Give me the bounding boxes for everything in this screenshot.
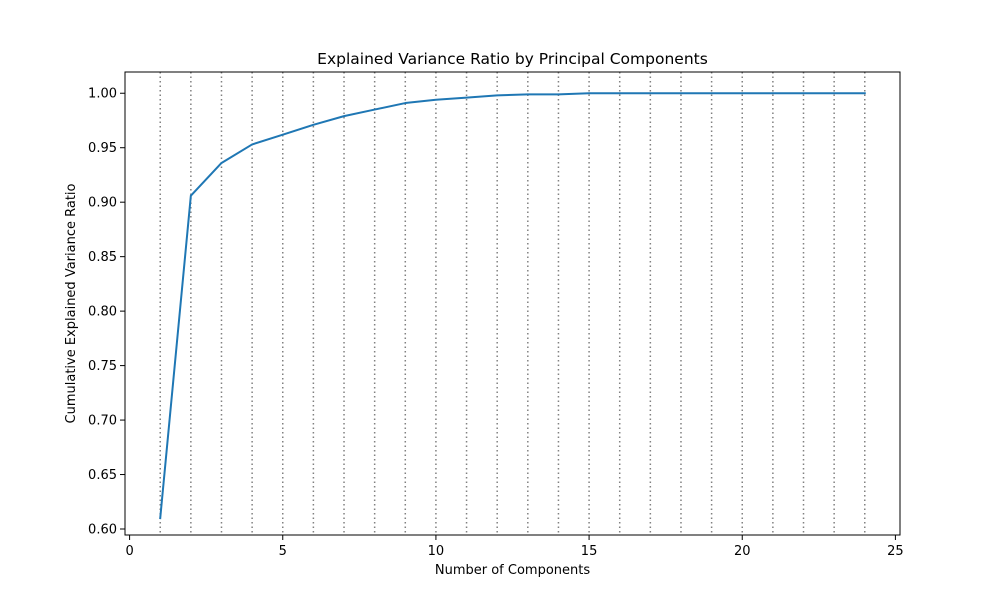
- y-axis-ticks: 0.60 0.65 0.70 0.75 0.80 0.85 0.90 0.95 1.00: [88, 87, 125, 538]
- series-layer: [159, 92, 866, 520]
- y-tick-label: 0.75: [88, 359, 117, 374]
- x-tick-label: 25: [887, 544, 904, 559]
- x-tick-label: 20: [734, 544, 751, 559]
- y-tick-label: 0.70: [88, 414, 117, 429]
- x-tick-label: 10: [428, 544, 445, 559]
- x-tick-label: 5: [279, 544, 287, 559]
- plot-area-frame: [124, 71, 901, 536]
- x-tick-label: 0: [125, 544, 133, 559]
- y-tick-label: 1.00: [88, 87, 117, 102]
- chart-title: Explained Variance Ratio by Principal Co…: [317, 50, 708, 68]
- y-tick-label: 0.90: [88, 196, 117, 211]
- y-tick-label: 0.80: [88, 305, 117, 320]
- x-axis-ticks: 0 5 10 15 20 25: [125, 535, 904, 559]
- cumulative-variance-line: [159, 92, 866, 520]
- y-tick-label: 0.95: [88, 141, 117, 156]
- x-tick-label: 15: [581, 544, 598, 559]
- vertical-lines: [159, 72, 866, 535]
- y-tick-label: 0.60: [88, 523, 117, 538]
- y-axis-label: Cumulative Explained Variance Ratio: [64, 183, 79, 423]
- y-tick-label: 0.85: [88, 250, 117, 265]
- x-axis-label: Number of Components: [435, 563, 590, 578]
- y-tick-label: 0.65: [88, 468, 117, 483]
